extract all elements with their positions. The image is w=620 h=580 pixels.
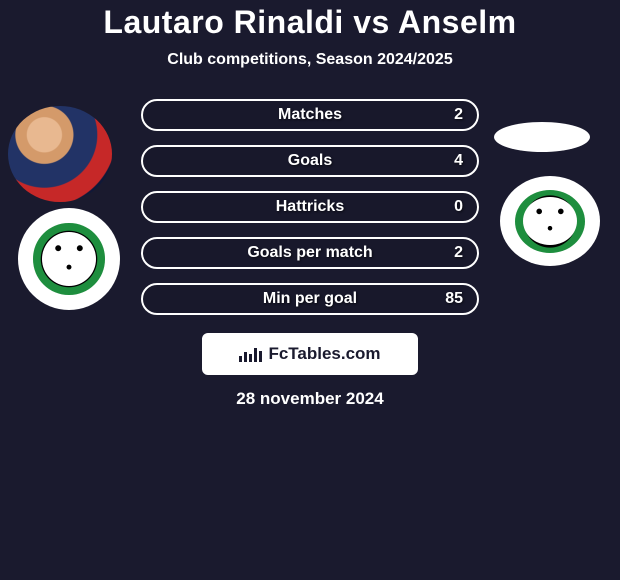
stat-row: Hattricks 0 [141,191,479,223]
snapshot-date: 28 november 2024 [0,389,620,409]
stat-row: Min per goal 85 [141,283,479,315]
stat-value: 0 [454,198,463,216]
stat-value: 2 [454,244,463,262]
stat-value: 85 [445,290,463,308]
stat-label: Hattricks [276,198,344,216]
page-subtitle: Club competitions, Season 2024/2025 [0,51,620,69]
comparison-card: Lautaro Rinaldi vs Anselm Club competiti… [0,0,620,409]
stat-label: Min per goal [263,290,357,308]
stats-list: Matches 2 Goals 4 Hattricks 0 Goals per … [0,99,620,315]
stat-row: Matches 2 [141,99,479,131]
stat-label: Matches [278,106,342,124]
stat-row: Goals 4 [141,145,479,177]
page-title: Lautaro Rinaldi vs Anselm [0,4,620,41]
bar-chart-icon [239,346,262,362]
stat-value: 4 [454,152,463,170]
stat-label: Goals [288,152,332,170]
stat-row: Goals per match 2 [141,237,479,269]
footer-brand-text: FcTables.com [268,344,380,364]
stat-label: Goals per match [247,244,372,262]
stat-value: 2 [454,106,463,124]
footer-brand-box[interactable]: FcTables.com [202,333,418,375]
